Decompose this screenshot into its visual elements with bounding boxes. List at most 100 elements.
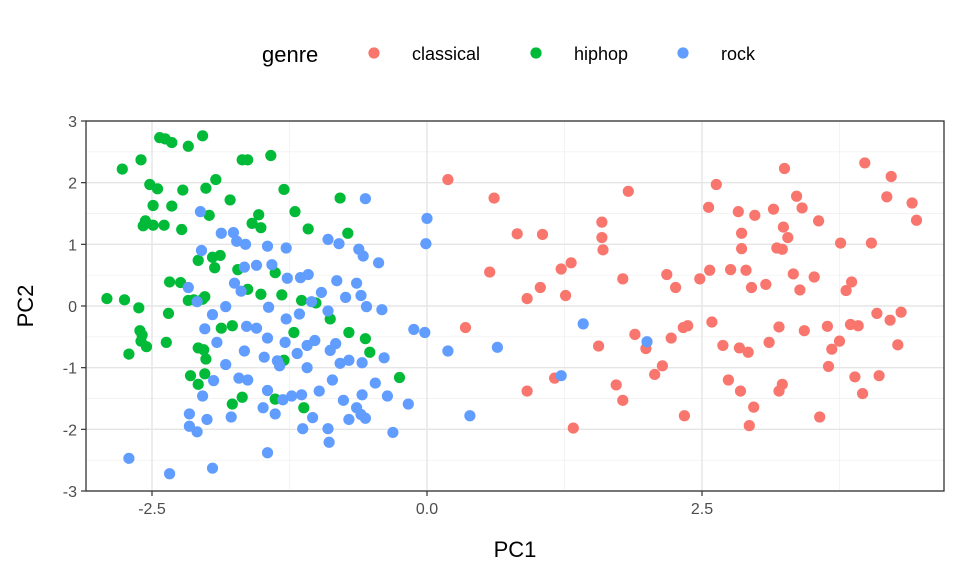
legend-title: genre (262, 42, 318, 67)
y-tick-label: 2 (68, 176, 77, 193)
data-point-hiphop (197, 130, 209, 142)
data-point-hiphop (160, 336, 172, 348)
data-point-classical (488, 192, 500, 204)
data-point-rock (206, 462, 219, 474)
legend: genre classical hiphop rock (262, 42, 756, 67)
data-point-hiphop (147, 219, 159, 231)
data-point-rock (183, 408, 195, 420)
data-point-classical (597, 244, 609, 256)
data-point-rock (315, 286, 327, 299)
data-point-rock (191, 296, 203, 308)
data-point-classical (511, 228, 523, 240)
data-point-rock (641, 336, 653, 348)
data-point-rock (233, 372, 245, 384)
data-point-classical (725, 264, 737, 276)
data-point-classical (782, 231, 794, 244)
data-point-rock (242, 374, 254, 386)
data-point-hiphop (151, 183, 164, 195)
data-point-rock (337, 394, 349, 406)
data-point-classical (787, 268, 799, 280)
data-point-classical (763, 336, 775, 348)
data-point-rock (281, 272, 293, 284)
data-point-classical (665, 332, 677, 344)
data-point-hiphop (209, 262, 221, 274)
data-point-classical (596, 216, 608, 228)
data-point-hiphop (255, 288, 267, 300)
data-point-hiphop (288, 326, 300, 339)
data-point-rock (419, 326, 431, 339)
data-point-classical (736, 243, 748, 255)
y-tick-label: 0 (68, 299, 77, 316)
data-point-classical (734, 385, 747, 397)
data-point-rock (291, 347, 303, 360)
data-point-hiphop (255, 222, 267, 234)
data-point-rock (238, 261, 250, 273)
data-point-hiphop (334, 192, 346, 204)
data-point-hiphop (158, 219, 170, 231)
plot-area (85, 120, 945, 492)
data-point-classical (629, 328, 641, 340)
data-point-rock (340, 291, 352, 303)
y-tick-label: -3 (63, 484, 77, 501)
data-point-rock (279, 336, 291, 348)
series-classical (442, 157, 923, 434)
data-point-rock (577, 318, 589, 330)
data-point-hiphop (359, 333, 371, 345)
data-point-rock (250, 259, 263, 271)
data-point-rock (309, 334, 321, 347)
data-point-rock (296, 389, 308, 401)
data-point-classical (442, 173, 454, 186)
data-point-hiphop (200, 353, 212, 365)
data-point-hiphop (242, 154, 254, 166)
data-point-rock (250, 322, 263, 334)
data-point-rock (274, 360, 286, 372)
data-point-rock (191, 426, 203, 438)
data-point-hiphop (192, 378, 204, 390)
data-point-classical (521, 385, 533, 397)
data-point-classical (777, 221, 790, 233)
data-point-classical (884, 314, 896, 326)
data-point-rock (261, 332, 274, 344)
data-point-classical (840, 284, 852, 297)
data-point-classical (742, 346, 754, 358)
data-point-hiphop (236, 391, 248, 403)
data-point-classical (622, 185, 634, 197)
data-point-hiphop (177, 184, 189, 196)
data-point-rock (231, 235, 243, 247)
x-axis: -2.5 0.0 2.5 (138, 491, 713, 518)
data-point-classical (670, 281, 682, 294)
data-point-rock (182, 281, 194, 294)
data-point-classical (661, 268, 673, 281)
data-point-rock (277, 394, 289, 406)
data-point-rock (408, 323, 420, 336)
data-point-rock (227, 227, 239, 239)
data-point-classical (649, 368, 661, 381)
data-point-hiphop (162, 307, 175, 319)
data-point-rock (123, 452, 135, 464)
data-point-hiphop (135, 335, 147, 347)
data-point-classical (794, 284, 806, 296)
data-point-classical (745, 281, 758, 294)
data-point-classical (892, 339, 904, 351)
data-point-rock (239, 238, 252, 250)
data-point-classical (617, 394, 629, 406)
data-point-classical (710, 178, 722, 191)
data-point-hiphop (198, 344, 210, 356)
data-point-rock (555, 370, 567, 382)
y-axis: -3 -2 -1 0 1 2 3 (63, 114, 86, 501)
data-point-classical (881, 191, 893, 203)
data-point-rock (286, 390, 298, 402)
y-tick-label: -1 (63, 361, 77, 378)
data-point-classical (596, 231, 608, 244)
y-axis-title: PC2 (13, 285, 38, 328)
data-point-hiphop (265, 149, 277, 162)
data-point-classical (865, 237, 878, 249)
data-point-rock (220, 358, 232, 371)
data-point-hiphop (302, 223, 314, 235)
data-point-rock (201, 413, 213, 426)
data-point-rock (326, 374, 338, 386)
data-point-rock (373, 257, 385, 269)
legend-label-hiphop: hiphop (574, 44, 628, 64)
data-point-classical (859, 157, 871, 169)
data-point-rock (215, 227, 227, 239)
